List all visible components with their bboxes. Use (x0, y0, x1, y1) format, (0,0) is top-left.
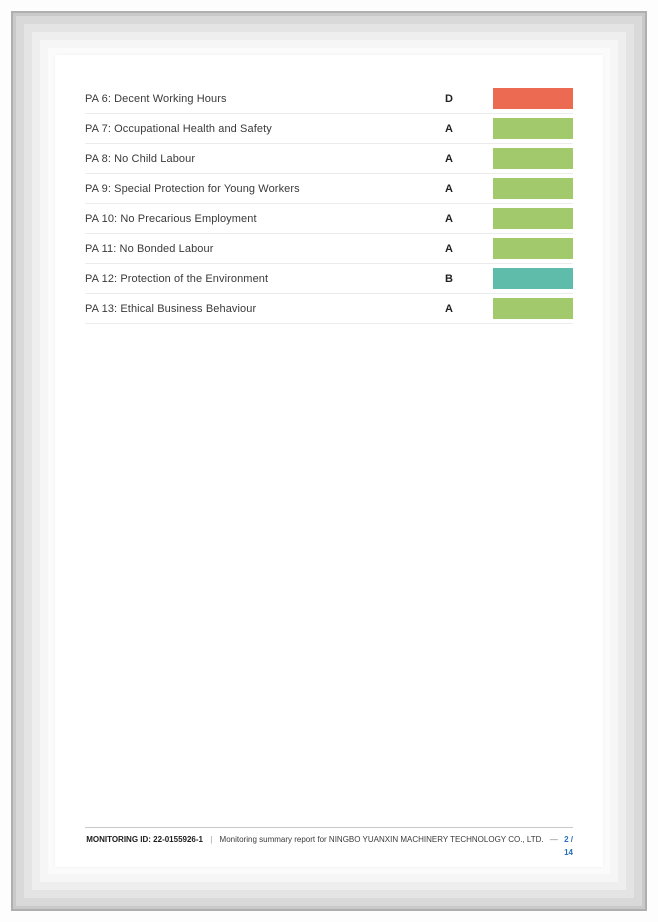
monitoring-id-label: MONITORING ID: (86, 835, 151, 844)
frame-bevel-layer: PA 6: Decent Working Hours D PA 7: Occup… (16, 16, 642, 906)
rating-color-bar (493, 268, 573, 289)
rating-letter: A (445, 242, 453, 255)
pa-label: PA 11: No Bonded Labour (85, 242, 214, 255)
rating-letter: A (445, 302, 453, 315)
table-row: PA 8: No Child Labour A (85, 144, 573, 174)
rating-color-bar (493, 208, 573, 229)
page-number: 2 / 14 (564, 835, 573, 857)
table-row: PA 13: Ethical Business Behaviour A (85, 294, 573, 324)
pa-label: PA 8: No Child Labour (85, 152, 196, 165)
pa-label: PA 7: Occupational Health and Safety (85, 122, 272, 135)
frame-bevel-layer: PA 6: Decent Working Hours D PA 7: Occup… (40, 40, 618, 882)
table-row: PA 12: Protection of the Environment B (85, 264, 573, 294)
table-row: PA 10: No Precarious Employment A (85, 204, 573, 234)
rating-letter: A (445, 182, 453, 195)
frame-bevel-layer: PA 6: Decent Working Hours D PA 7: Occup… (13, 13, 645, 909)
footer-separator: | (210, 835, 213, 844)
rating-letter: A (445, 152, 453, 165)
rating-letter: A (445, 212, 453, 225)
pa-label: PA 12: Protection of the Environment (85, 272, 269, 285)
frame-bevel-layer: PA 6: Decent Working Hours D PA 7: Occup… (24, 24, 634, 898)
monitoring-id-value: 22-0155926-1 (153, 835, 203, 844)
frame-inner-band: PA 6: Decent Working Hours D PA 7: Occup… (48, 48, 610, 874)
rating-color-bar (493, 238, 573, 259)
pa-label: PA 10: No Precarious Employment (85, 212, 257, 225)
footer-dash: — (549, 835, 558, 844)
rating-letter: D (445, 92, 453, 105)
rating-table: PA 6: Decent Working Hours D PA 7: Occup… (85, 84, 573, 324)
table-row: PA 7: Occupational Health and Safety A (85, 114, 573, 144)
rating-color-bar (493, 298, 573, 319)
frame-bevel-layer: PA 6: Decent Working Hours D PA 7: Occup… (32, 32, 626, 890)
pa-label: PA 13: Ethical Business Behaviour (85, 302, 257, 315)
frame-bevel-dark-line: PA 6: Decent Working Hours D PA 7: Occup… (11, 11, 647, 911)
rating-color-bar (493, 148, 573, 169)
rating-color-bar (493, 88, 573, 109)
rating-letter: B (445, 272, 453, 285)
rating-color-bar (493, 118, 573, 139)
table-row: PA 6: Decent Working Hours D (85, 84, 573, 114)
pa-label: PA 9: Special Protection for Young Worke… (85, 182, 300, 195)
page-footer: MONITORING ID: 22-0155926-1 | Monitoring… (85, 827, 573, 859)
rating-letter: A (445, 122, 453, 135)
report-page: PA 6: Decent Working Hours D PA 7: Occup… (55, 55, 603, 867)
footer-report-text: Monitoring summary report for NINGBO YUA… (219, 835, 544, 844)
rating-color-bar (493, 178, 573, 199)
table-row: PA 11: No Bonded Labour A (85, 234, 573, 264)
table-row: PA 9: Special Protection for Young Worke… (85, 174, 573, 204)
pa-label: PA 6: Decent Working Hours (85, 92, 227, 105)
